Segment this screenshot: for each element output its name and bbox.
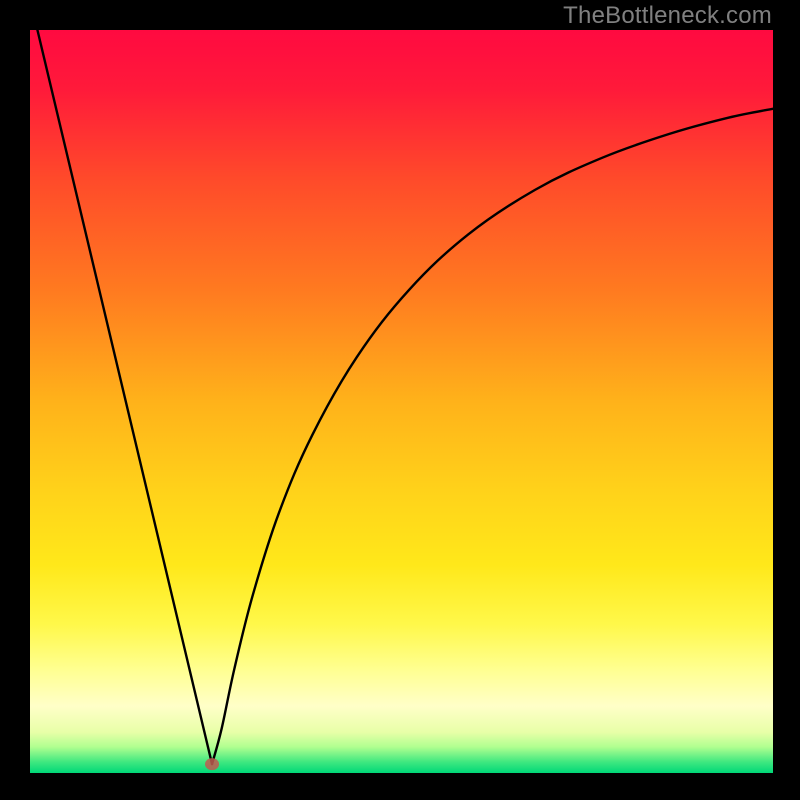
curve-layer [30,30,773,773]
curve-left-branch [37,30,212,764]
watermark-text: TheBottleneck.com [563,2,772,30]
curve-right-branch [212,109,773,764]
plot-area [30,30,773,773]
optimum-marker [205,758,219,770]
